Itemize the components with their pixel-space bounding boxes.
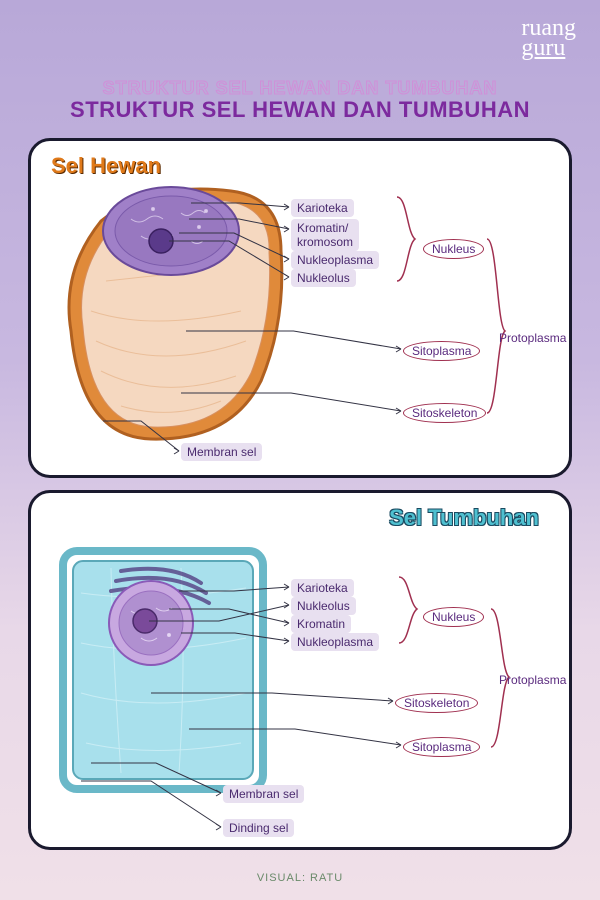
panel-plant-cell: Sel Tumbuhan: [28, 490, 572, 850]
label-pill: Kromatin/ kromosom: [291, 219, 359, 251]
label-oval: Sitoplasma: [403, 737, 480, 757]
label-oval: Sitoskeleton: [403, 403, 486, 423]
panel-plant-title: Sel Tumbuhan: [389, 505, 539, 531]
panel-animal-cell: Sel Hewan: [28, 138, 572, 478]
brand-logo: ruang guru: [521, 18, 576, 59]
logo-line2: guru: [521, 38, 576, 58]
label-oval: Nukleus: [423, 607, 484, 627]
label-oval: Sitoskeleton: [395, 693, 478, 713]
label-plain: Protoplasma: [499, 673, 566, 687]
label-plain: Protoplasma: [499, 331, 566, 345]
label-oval: Nukleus: [423, 239, 484, 259]
label-pill: Membran sel: [223, 785, 304, 803]
title-ghost: STRUKTUR SEL HEWAN DAN TUMBUHAN: [0, 78, 600, 99]
visual-credit: VISUAL: RATU: [0, 872, 600, 884]
label-pill: Karioteka: [291, 199, 354, 217]
panel-animal-title: Sel Hewan: [51, 153, 161, 179]
label-pill: Kromatin: [291, 615, 351, 633]
label-pill: Karioteka: [291, 579, 354, 597]
title-main: STRUKTUR SEL HEWAN DAN TUMBUHAN: [0, 97, 600, 123]
label-pill: Nukleoplasma: [291, 251, 379, 269]
page-title: STRUKTUR SEL HEWAN DAN TUMBUHAN STRUKTUR…: [0, 78, 600, 123]
animal-cell-svg: [31, 141, 575, 481]
label-oval: Sitoplasma: [403, 341, 480, 361]
label-pill: Dinding sel: [223, 819, 294, 837]
label-pill: Nukleolus: [291, 597, 356, 615]
label-pill: Membran sel: [181, 443, 262, 461]
label-pill: Nukleolus: [291, 269, 356, 287]
label-pill: Nukleoplasma: [291, 633, 379, 651]
